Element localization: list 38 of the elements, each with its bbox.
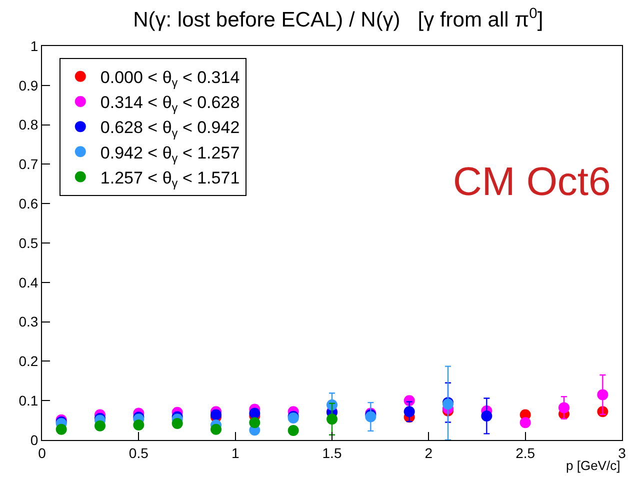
x-tick-label: 0.5 (128, 444, 149, 461)
point (94, 420, 106, 432)
chart-title: N(γ: lost before ECAL) / N(γ) [γ from all π$^{0}$] (133, 6, 544, 32)
y-tick-label: 0.9 (18, 77, 38, 94)
point (172, 418, 183, 429)
x-tick-label: 1.5 (322, 444, 342, 461)
point (558, 402, 570, 414)
x-axis-title: p [GeV/c] (566, 458, 620, 473)
annotation: CM Oct6 (453, 160, 611, 204)
y-tick-label: 0.5 (18, 234, 38, 251)
y-tick-label: 0.4 (18, 274, 38, 290)
legend-label: 0.942 < θ$_{γ}$ < 1.257 (100, 143, 240, 165)
point (326, 414, 338, 425)
point (56, 424, 67, 435)
x-tick-label: 2.5 (516, 444, 536, 461)
y-tick-label: 0 (30, 432, 38, 448)
y-tick-label: 0.8 (18, 116, 38, 133)
x-tick-label: 1 (231, 444, 240, 461)
y-tick-label: 0.6 (18, 196, 38, 212)
point (404, 406, 415, 418)
point (481, 410, 492, 422)
y-tick-label: 0.3 (18, 314, 38, 330)
point (288, 425, 299, 436)
y-tick-label: 0.2 (18, 353, 38, 370)
legend-label: 0.314 < θ$_{γ}$ < 0.628 (100, 93, 240, 115)
y-tick-label: 0.1 (18, 392, 38, 408)
legend-label: 1.257 < θ$_{γ}$ < 1.571 (100, 168, 240, 190)
point (520, 417, 531, 428)
legend-label: 0.000 < θ$_{γ}$ < 0.314 (100, 68, 240, 90)
y-tick-label: 0.7 (18, 156, 38, 172)
y-tick-label: 1 (30, 38, 38, 54)
legend-label: 0.628 < θ$_{γ}$ < 0.942 (100, 118, 240, 140)
point (133, 420, 144, 431)
point (597, 389, 608, 400)
x-tick-label: 3 (618, 444, 626, 461)
x-tick-label: 2 (424, 444, 433, 461)
point (210, 409, 222, 420)
point (210, 424, 222, 435)
